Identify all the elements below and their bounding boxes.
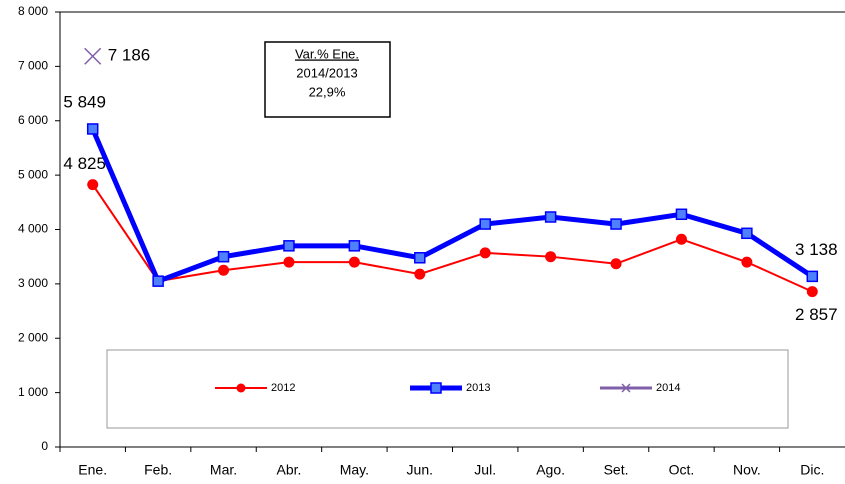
- annotation-box: [264, 41, 391, 118]
- point: [87, 179, 99, 191]
- x-tick-label: Feb.: [144, 462, 172, 478]
- y-tick-label: 2 000: [18, 330, 48, 344]
- marker: [806, 270, 819, 283]
- marker: [741, 256, 753, 268]
- x-tick-label: Ene.: [78, 462, 107, 478]
- x-tick-label: Abr.: [277, 462, 302, 478]
- y-tick-label: 6 000: [18, 113, 48, 127]
- x-tick-label: Mar.: [210, 462, 237, 478]
- point: [283, 256, 295, 268]
- y-tick-label: 5 000: [18, 167, 48, 181]
- marker: [87, 179, 99, 191]
- annotation: 22,9%: [309, 84, 346, 99]
- y-tick-label: 8 000: [18, 4, 48, 18]
- point: [545, 251, 557, 263]
- marker: [610, 218, 622, 230]
- point: [479, 247, 491, 259]
- value-label: 5 849: [63, 92, 106, 111]
- marker: [544, 211, 557, 223]
- legend-label: 2014: [656, 382, 680, 394]
- marker: [430, 382, 442, 394]
- marker: [348, 256, 360, 268]
- series-line: [90, 127, 814, 285]
- marker: [348, 240, 361, 252]
- point: [610, 218, 622, 230]
- marker: [675, 208, 688, 221]
- point: [544, 211, 557, 223]
- point: [479, 218, 491, 230]
- marker: [86, 123, 99, 135]
- marker: [283, 256, 295, 268]
- marker: [283, 240, 295, 252]
- y-tick-label: 1 000: [18, 385, 48, 399]
- marker: [479, 218, 491, 230]
- marker: [236, 383, 246, 393]
- annotation: 2014/2013: [296, 65, 357, 80]
- y-tick-label: 7 000: [18, 59, 48, 73]
- marker: [479, 247, 491, 259]
- point: [84, 47, 102, 65]
- value-label: 2 857: [795, 305, 838, 324]
- marker: [806, 286, 818, 298]
- marker: [218, 264, 230, 276]
- marker: [741, 227, 753, 240]
- point: [806, 270, 819, 283]
- y-tick-label: 3 000: [18, 276, 48, 290]
- marker: [84, 47, 102, 65]
- point: [610, 258, 622, 270]
- value-label: 3 138: [795, 240, 838, 259]
- legend-label: 2012: [271, 382, 295, 394]
- marker: [152, 275, 164, 287]
- marker: [414, 268, 426, 280]
- point: [414, 252, 426, 264]
- point: [86, 123, 99, 135]
- series-line: [91, 184, 813, 293]
- point: [348, 240, 361, 252]
- x-tick-label: Jul.: [474, 462, 496, 478]
- point: [283, 240, 295, 252]
- x-tick-label: Jun.: [407, 462, 433, 478]
- point: [414, 268, 426, 280]
- x-tick-label: Set.: [604, 462, 629, 478]
- value-label: 7 186: [108, 46, 151, 65]
- value-label: 4 825: [63, 154, 106, 173]
- x-tick-label: May.: [340, 462, 369, 478]
- marker: [621, 383, 631, 393]
- x-tick-label: Ago.: [536, 462, 565, 478]
- y-tick-label: 0: [41, 439, 48, 453]
- x-tick-label: Oct.: [669, 462, 695, 478]
- point: [217, 250, 230, 263]
- point: [741, 227, 753, 240]
- marker: [217, 250, 230, 263]
- marker: [414, 252, 426, 264]
- x-tick-label: Dic.: [800, 462, 824, 478]
- marker: [675, 233, 687, 245]
- point: [675, 233, 687, 245]
- legend-label: 2013: [466, 382, 490, 394]
- point: [218, 264, 230, 276]
- point: [675, 208, 688, 221]
- marker: [545, 251, 557, 263]
- point: [741, 256, 753, 268]
- point: [348, 256, 360, 268]
- point: [806, 286, 818, 298]
- y-tick-label: 4 000: [18, 222, 48, 236]
- point: [152, 275, 164, 287]
- annotation: Var.% Ene.: [295, 46, 359, 61]
- x-tick-label: Nov.: [733, 462, 761, 478]
- marker: [610, 258, 622, 270]
